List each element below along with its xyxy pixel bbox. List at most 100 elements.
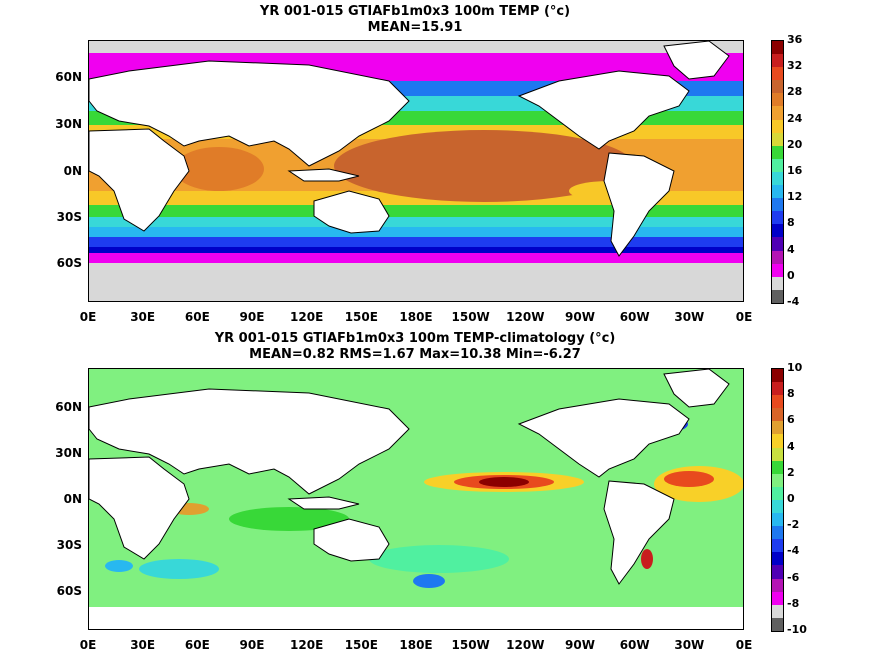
chart-2-colorbar-swatch	[772, 460, 783, 474]
chart-2-colorbar-tick-4: 2	[787, 465, 795, 479]
chart-2-colorbar-tick-10: -10	[787, 623, 807, 636]
chart-2-ytick-60S: 60S	[56, 584, 82, 598]
chart-2-colorbar-swatch	[772, 382, 783, 396]
chart-2-colorbar-swatch	[772, 395, 783, 409]
chart-2-colorbar-tick-2: 6	[787, 413, 795, 427]
land-greenland	[663, 41, 730, 80]
chart-2-xtick-10: 60W	[619, 638, 650, 652]
chart-1-colorbar-tick-1: 32	[787, 59, 803, 73]
land-australia-2	[313, 518, 390, 562]
chart-1-subtitle: MEAN=15.91	[367, 20, 463, 35]
chart-1-ytick-60S: 60S	[56, 256, 82, 270]
chart-2-xtick-2: 60E	[184, 638, 210, 652]
land-south-america-2	[603, 480, 675, 585]
chart-1-colorbar-swatch	[772, 67, 783, 81]
chart-2-colorbar-tick-6: -2	[787, 518, 800, 532]
chart-2-xtick-8: 120W	[506, 638, 545, 652]
chart-1-colorbar-swatch	[772, 250, 783, 264]
band-s-cool	[89, 227, 743, 239]
chart-2-colorbar-tick-1: 8	[787, 387, 795, 401]
chart-1-xtick-4: 120E	[290, 310, 324, 324]
chart-1-colorbar-tick-7: 8	[787, 216, 795, 230]
chart-2-xtick-7: 150W	[451, 638, 490, 652]
chart-2-ytick-30S: 30S	[56, 538, 82, 552]
chart-2-colorbar-swatch	[772, 539, 783, 553]
chart-2-xtick-5: 150E	[344, 638, 378, 652]
anomaly-cold-spot-2	[105, 560, 133, 572]
chart-1-colorbar-swatch	[772, 185, 783, 199]
land-australia	[313, 190, 390, 234]
band-antarctica	[89, 263, 743, 301]
chart-2-colorbar-swatch	[772, 513, 783, 527]
chart-1-ytick-30N: 30N	[55, 117, 82, 131]
chart-2-colorbar-swatch	[772, 526, 783, 540]
chart-1-colorbar-tick-8: 4	[787, 242, 795, 256]
chart-1-xtick-11: 30W	[674, 310, 705, 324]
land-south-america	[603, 152, 675, 257]
chart-1-colorbar-swatch	[772, 106, 783, 120]
anomaly-eq-pacific-core	[479, 477, 529, 487]
chart-1-colorbar	[771, 40, 784, 304]
land-africa-2	[89, 456, 190, 560]
chart-2-ytick-30N: 30N	[55, 446, 82, 460]
chart-2-colorbar-swatch	[772, 473, 783, 487]
chart-1-xtick-7: 150W	[451, 310, 490, 324]
chart-2-xtick-0: 0E	[79, 638, 97, 652]
chart-1-xtick-0: 0E	[79, 310, 97, 324]
anomaly-patch-cool-1	[229, 507, 349, 531]
chart-1-colorbar-swatch	[772, 211, 783, 225]
chart-2-map-svg	[89, 369, 743, 629]
land-indonesia-2	[287, 496, 360, 510]
anomaly-cold-spot-1	[413, 574, 445, 588]
chart-2-subtitle: MEAN=0.82 RMS=1.67 Max=10.38 Min=-6.27	[249, 347, 581, 362]
chart-1-colorbar-tick-6: 12	[787, 190, 803, 204]
land-north-america-2	[517, 398, 690, 478]
land-eurasia	[89, 60, 410, 167]
chart-2-colorbar-swatch	[772, 421, 783, 435]
chart-1-colorbar-tick-10: -4	[787, 295, 800, 308]
chart-1-map-svg	[89, 41, 743, 301]
chart-2-xtick-1: 30E	[130, 638, 156, 652]
chart-1-colorbar-tick-0: 36	[787, 33, 803, 46]
chart-1-colorbar-swatch	[772, 224, 783, 238]
chart-2-colorbar-swatch	[772, 447, 783, 461]
chart-1-xtick-1: 30E	[130, 310, 156, 324]
chart-2-ytick-0N: 0N	[63, 492, 82, 506]
chart-1-xtick-12: 0E	[735, 310, 753, 324]
chart-2-colorbar-tick-0: 10	[787, 361, 803, 374]
indian-warm	[174, 147, 264, 191]
chart-1-ytick-30S: 30S	[56, 210, 82, 224]
land-north-america	[517, 70, 690, 150]
chart-1-colorbar-swatch	[772, 132, 783, 146]
anomaly-brazil-malvinas	[641, 549, 653, 569]
band-antarctic-shelf	[89, 253, 743, 265]
anomaly-antarctic	[89, 607, 743, 629]
chart-1-colorbar-swatch	[772, 276, 783, 290]
chart-2-colorbar-swatch	[772, 591, 783, 605]
chart-1-xtick-10: 60W	[619, 310, 650, 324]
chart-1-colorbar-swatch	[772, 145, 783, 159]
chart-2-xtick-6: 180E	[399, 638, 433, 652]
chart-1-ytick-60N: 60N	[55, 70, 82, 84]
chart-1-map	[88, 40, 744, 302]
chart-2-colorbar-swatch	[772, 434, 783, 448]
chart-1-colorbar-swatch	[772, 289, 783, 303]
chart-2-colorbar-swatch	[772, 604, 783, 618]
warm-pool	[334, 130, 634, 202]
chart-2-ytick-60N: 60N	[55, 400, 82, 414]
land-africa	[89, 128, 190, 232]
chart-1-colorbar-swatch	[772, 80, 783, 94]
chart-1-title: YR 001-015 GTIAFb1m0x3 100m TEMP (°c)	[259, 4, 571, 19]
chart-2-colorbar	[771, 368, 784, 632]
chart-1-colorbar-tick-4: 20	[787, 137, 803, 151]
chart-2-xtick-4: 120E	[290, 638, 324, 652]
chart-2-xtick-11: 30W	[674, 638, 705, 652]
chart-1-xtick-2: 60E	[184, 310, 210, 324]
chart-1-colorbar-swatch	[772, 198, 783, 212]
chart-2-colorbar-swatch	[772, 565, 783, 579]
chart-1-xtick-6: 180E	[399, 310, 433, 324]
chart-1-xtick-9: 90W	[565, 310, 595, 324]
anomaly-patch-cool-2	[369, 545, 509, 573]
chart-2-colorbar-tick-5: 0	[787, 492, 795, 505]
chart-1-colorbar-tick-3: 24	[787, 111, 803, 125]
